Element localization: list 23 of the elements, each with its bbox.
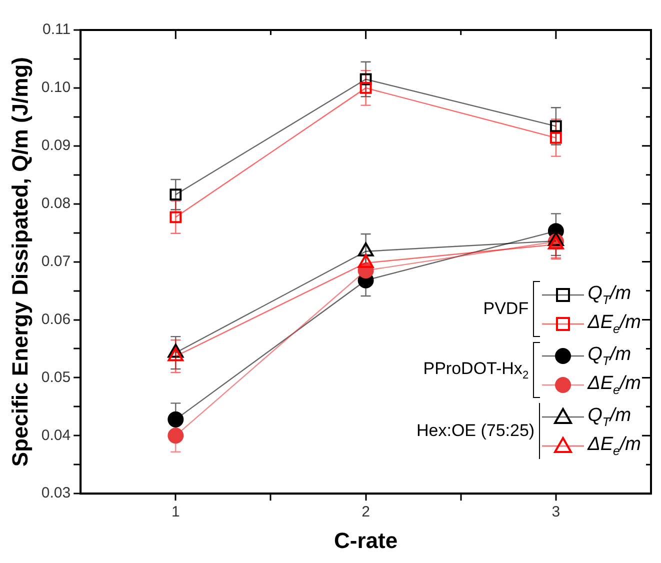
x-axis-title: C-rate: [334, 528, 398, 553]
annotation: PProDOT-Hx$_{2}$: [423, 358, 529, 382]
y-tick-label: 0.07: [41, 252, 71, 270]
y-axis-title: Specific Energy Dissipated, Q/m (J/mg): [7, 57, 32, 467]
y-tick-label: 0.06: [41, 310, 71, 328]
y-tick-label: 0.10: [41, 79, 71, 96]
annotation: Hex:OE (75:25): [416, 421, 535, 441]
legend-label: Q$_{T}$/m: [588, 344, 632, 368]
y-tick-label: 0.11: [42, 21, 71, 38]
y-tick-label: 0.08: [41, 194, 71, 212]
annotation: PVDF: [483, 299, 529, 319]
legend-label: ΔE$_{e}$/m: [588, 434, 642, 458]
y-tick-label: 0.03: [41, 484, 71, 502]
x-tick-label: 2: [362, 504, 370, 521]
x-tick-label: 3: [552, 504, 560, 521]
x-tick-label: 1: [171, 504, 180, 521]
legend-label: Q$_{T}$/m: [588, 404, 632, 428]
legend-label: ΔE$_{e}$/m: [588, 372, 642, 396]
legend-label: ΔE$_{e}$/m: [588, 312, 642, 336]
y-tick-label: 0.09: [41, 137, 71, 154]
y-tick-label: 0.05: [41, 368, 71, 386]
y-tick-label: 0.04: [41, 426, 71, 444]
legend-label: Q$_{T}$/m: [588, 282, 632, 306]
